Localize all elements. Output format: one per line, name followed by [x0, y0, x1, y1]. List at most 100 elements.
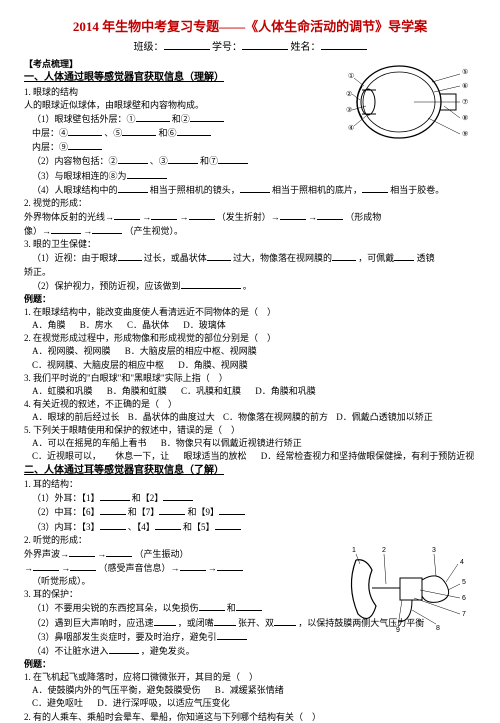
blank[interactable] [177, 126, 211, 136]
blank[interactable] [127, 169, 167, 179]
blank[interactable] [33, 561, 59, 571]
blank[interactable] [69, 547, 95, 557]
banji-blank[interactable] [164, 40, 210, 50]
q5-opts2: C．近视眼可以， 休息一下，让 眼球适当的放松 D．经常检查视力和坚持做眼保健操… [32, 450, 476, 462]
eq1-opts1: A．使鼓膜内外的气压平衡，避免鼓膜受伤 B．减缓紧张情绪 [32, 684, 476, 696]
q2: 2. 在视觉形成过程中，形成物像和形成视觉的部位分别是（ ） [24, 332, 476, 344]
blank[interactable] [189, 210, 215, 220]
q5c: C．近视眼可以， [32, 450, 101, 462]
s1-p2a: 外界物体反射的光线→ [24, 212, 114, 222]
q5c3: 眼球适当的放松 [184, 450, 247, 462]
s1-p1e-line: （2）内容物包括：② 、③ 和⑦ [32, 154, 476, 167]
blank[interactable] [151, 210, 177, 220]
blank[interactable] [92, 224, 122, 234]
blank[interactable] [217, 630, 247, 640]
blank[interactable] [118, 183, 148, 193]
blank[interactable] [106, 547, 132, 557]
q3d: D．角膜和巩膜 [255, 385, 316, 397]
blank[interactable] [118, 154, 148, 164]
blank[interactable] [68, 126, 102, 136]
q5b: B．物像只有以佩戴近视镜进行矫正 [161, 437, 302, 449]
s1-p3c: （2）保护视力，预防近视，应该做到 [32, 281, 181, 291]
q2a: A．视网膜、视网膜 [32, 345, 111, 357]
s1-p1c: 中层：④ [32, 128, 68, 138]
blank[interactable] [218, 154, 248, 164]
q3-opts: A．虹膜和巩膜 B．角膜和虹膜 C．巩膜和虹膜 D．角膜和巩膜 [32, 385, 476, 397]
svg-text:⑧: ⑧ [462, 114, 468, 122]
blank[interactable] [274, 616, 296, 626]
q1c: C．晶状体 [127, 319, 169, 331]
blank[interactable] [240, 183, 270, 193]
blank[interactable] [280, 210, 306, 220]
blank[interactable] [207, 251, 231, 261]
s1-p1g4: 相当于胶卷。 [390, 185, 444, 195]
svg-text:6: 6 [462, 595, 466, 602]
svg-text:5: 5 [462, 579, 466, 586]
blank[interactable] [217, 561, 243, 571]
s1-p3c-line: （2）保护视力，预防近视，应该做到 。 [32, 279, 476, 292]
q2d: D．角膜、视网膜 [178, 359, 248, 371]
blank[interactable] [214, 616, 236, 626]
blank[interactable] [109, 644, 139, 654]
blank[interactable] [199, 601, 225, 611]
xuehao-blank[interactable] [242, 40, 288, 50]
banji-label: 班级： [134, 42, 164, 53]
s1-p2a6: （形成物 [345, 212, 381, 222]
s1-p1g2: 相当于照相机的镜头， [150, 185, 240, 195]
eq1-opts2: C．避免呕吐 D．进行深呼吸，以适应气压变化 [32, 697, 476, 709]
svg-text:⑤: ⑤ [462, 68, 468, 76]
blank[interactable] [155, 520, 181, 530]
blank[interactable] [122, 126, 156, 136]
q4: 4. 有关近视的叙述，不正确的是（ ） [24, 398, 476, 410]
svg-text:2: 2 [382, 547, 386, 554]
s1-p1c3: 和⑥ [159, 128, 177, 138]
xuehao-label: 学号： [212, 42, 242, 53]
blank[interactable] [70, 561, 96, 571]
blank[interactable] [136, 112, 170, 122]
q2c: C．视网膜、大脑皮层的相应中枢 [32, 359, 164, 371]
blank[interactable] [100, 520, 126, 530]
xingming-blank[interactable] [321, 40, 367, 50]
blank[interactable] [51, 224, 81, 234]
q4-opts: A．眼球的前后经过长 B．晶状体的曲度过大 C．物像落在视网膜的前方 D．佩戴凸… [32, 411, 476, 423]
s2-p1c2: 、【4】 [128, 522, 155, 532]
eq1: 1. 在飞机起飞或降落时，应将口微微张开，其目的是（ ） [24, 671, 476, 683]
blank[interactable] [236, 601, 262, 611]
blank[interactable] [362, 183, 388, 193]
blank[interactable] [181, 279, 241, 289]
blank[interactable] [100, 505, 126, 515]
blank[interactable] [114, 210, 140, 220]
blank[interactable] [118, 251, 142, 261]
blank[interactable] [159, 505, 185, 515]
blank[interactable] [68, 140, 102, 150]
s2-p1a: （1）外耳：【1】 [32, 493, 100, 503]
blank[interactable] [190, 112, 224, 122]
s1-p1f-line: （3）与眼球相连的⑧为 [32, 169, 476, 182]
blank[interactable] [168, 154, 198, 164]
blank[interactable] [163, 491, 193, 501]
blank[interactable] [215, 520, 241, 530]
s2-p3d2: ，避免发炎。 [141, 646, 195, 656]
s1-p2a4: （发生折射）→ [217, 212, 280, 222]
blank[interactable] [317, 210, 343, 220]
blank[interactable] [219, 505, 245, 515]
s1-p1e: （2）内容物包括：② [32, 156, 118, 166]
s2-p1: 1. 耳的结构： [24, 478, 476, 490]
s1-p3c2: 。 [243, 281, 252, 291]
s1-p3a5: 透镜 [417, 253, 435, 263]
s1-p1e3: 和⑦ [200, 156, 218, 166]
blank[interactable] [100, 491, 130, 501]
s1-p2b2: → [83, 226, 92, 236]
q3a: A．虹膜和巩膜 [32, 385, 93, 397]
s1-p1g-line: （4）人眼球结构中的 相当于照相机的镜头， 相当于照相机的底片， 相当于胶卷。 [32, 183, 476, 196]
blank[interactable] [180, 561, 206, 571]
s1-p1b: （1）眼球壁包括外层：① [32, 114, 136, 124]
s1-p1f: （3）与眼球相连的⑧为 [32, 171, 127, 181]
s1-p2a2: → [142, 212, 151, 222]
blank[interactable] [332, 251, 356, 261]
blank[interactable] [154, 616, 176, 626]
svg-text:8: 8 [436, 625, 440, 632]
blank[interactable] [394, 251, 414, 261]
q5d: D．经常检查视力和坚持做眼保健操，有利于预防近视 [261, 450, 475, 462]
q1b: B．房水 [80, 319, 113, 331]
